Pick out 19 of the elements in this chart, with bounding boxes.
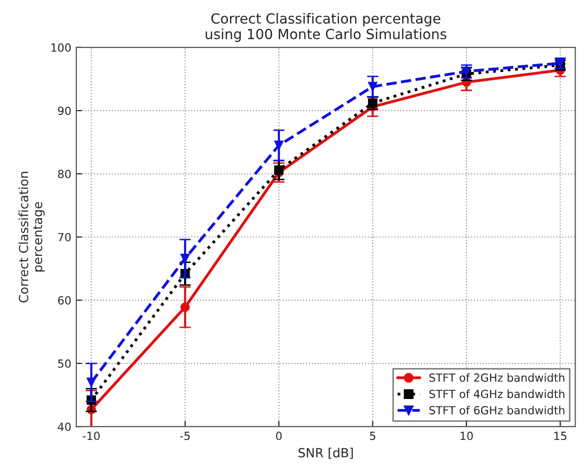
- y-tick-label: 90: [58, 106, 71, 115]
- chart-title: Correct Classification percentage using 100 Monte Carlo Simulations: [206, 12, 446, 42]
- y-axis-title: Correct Classification percentage: [18, 172, 45, 302]
- x-tick-label: 10: [460, 432, 473, 440]
- x-tick-label: 5: [370, 432, 376, 440]
- x-tick-label: 15: [554, 432, 566, 440]
- y-tick-label: 60: [58, 296, 71, 305]
- y-tick-label: 40: [58, 422, 71, 431]
- x-tick-label: -10: [82, 432, 100, 440]
- x-tick-label: -5: [180, 432, 190, 440]
- legend-label: STFT of 2GHz bandwidth: [429, 373, 564, 382]
- legend-label: STFT of 4GHz bandwidth: [429, 390, 564, 398]
- y-tick-label: 80: [58, 170, 71, 178]
- y-tick-label: 70: [58, 232, 71, 242]
- legend-label: STFT of 6GHz bandwidth: [429, 406, 564, 414]
- x-axis-title: SNR [dB]: [298, 448, 353, 459]
- y-tick-label: 50: [58, 359, 71, 368]
- y-tick-label: 100: [51, 43, 71, 52]
- x-tick-label: 0: [276, 432, 282, 440]
